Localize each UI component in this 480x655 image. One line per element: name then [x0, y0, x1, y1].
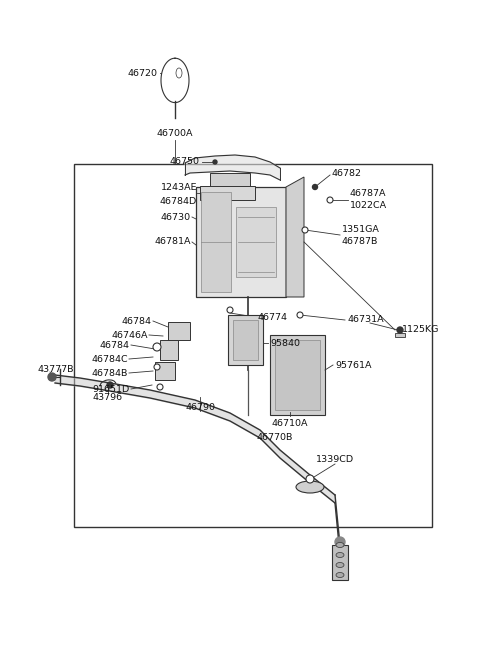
Circle shape: [107, 382, 113, 388]
Bar: [210, 173, 250, 187]
Text: 46774: 46774: [257, 312, 287, 322]
Bar: [200, 186, 255, 200]
Polygon shape: [286, 177, 304, 297]
Text: 46782: 46782: [332, 170, 362, 179]
Bar: [155, 362, 175, 380]
Bar: [270, 335, 325, 415]
Text: 46750: 46750: [170, 157, 200, 166]
Bar: [196, 187, 286, 297]
Text: 1351GA: 1351GA: [342, 225, 380, 233]
Bar: [275, 340, 320, 410]
Text: 46700A: 46700A: [157, 128, 193, 138]
Text: 1125KG: 1125KG: [402, 326, 439, 335]
Text: 46790: 46790: [185, 403, 215, 411]
Text: 46720: 46720: [127, 69, 157, 77]
Text: 43777B: 43777B: [38, 365, 74, 375]
Text: 46710A: 46710A: [272, 419, 308, 428]
Ellipse shape: [336, 572, 344, 578]
Bar: [233, 320, 258, 360]
Bar: [228, 315, 263, 365]
Text: 46731A: 46731A: [347, 316, 384, 324]
Text: 95840: 95840: [270, 339, 300, 348]
Text: 46784: 46784: [100, 341, 130, 350]
Circle shape: [157, 384, 163, 390]
Ellipse shape: [336, 542, 344, 548]
Text: 46781A: 46781A: [155, 238, 191, 246]
Circle shape: [312, 185, 317, 189]
Bar: [168, 322, 190, 340]
Circle shape: [397, 327, 403, 333]
Text: 46770B: 46770B: [257, 432, 293, 441]
Bar: [395, 333, 405, 337]
Text: 91651D: 91651D: [93, 384, 130, 394]
Bar: [236, 207, 276, 277]
Text: 1339CD: 1339CD: [316, 455, 354, 464]
Text: 1243AE: 1243AE: [160, 183, 197, 193]
Text: 95761A: 95761A: [335, 360, 372, 369]
Bar: [201, 192, 231, 292]
Text: 46730: 46730: [161, 212, 191, 221]
Circle shape: [306, 475, 314, 483]
Circle shape: [302, 227, 308, 233]
Ellipse shape: [296, 481, 324, 493]
Bar: [74, 164, 432, 527]
Circle shape: [327, 197, 333, 203]
Bar: [160, 340, 178, 360]
Circle shape: [335, 537, 345, 547]
Ellipse shape: [336, 553, 344, 557]
Text: 1022CA: 1022CA: [350, 202, 387, 210]
Text: 46787A: 46787A: [350, 189, 386, 198]
Circle shape: [48, 373, 56, 381]
Text: 46784C: 46784C: [91, 354, 128, 364]
Circle shape: [213, 160, 217, 164]
Circle shape: [153, 343, 161, 351]
Text: 46746A: 46746A: [111, 331, 148, 339]
Polygon shape: [185, 155, 280, 180]
Ellipse shape: [336, 563, 344, 567]
Text: 46784: 46784: [122, 316, 152, 326]
Text: 46784B: 46784B: [92, 369, 128, 377]
Bar: [332, 545, 348, 580]
Circle shape: [227, 307, 233, 313]
Circle shape: [297, 312, 303, 318]
Text: 46787B: 46787B: [342, 238, 378, 246]
Text: 43796: 43796: [93, 392, 123, 402]
Circle shape: [154, 364, 160, 370]
Text: 46784D: 46784D: [160, 196, 197, 206]
Ellipse shape: [176, 68, 182, 78]
